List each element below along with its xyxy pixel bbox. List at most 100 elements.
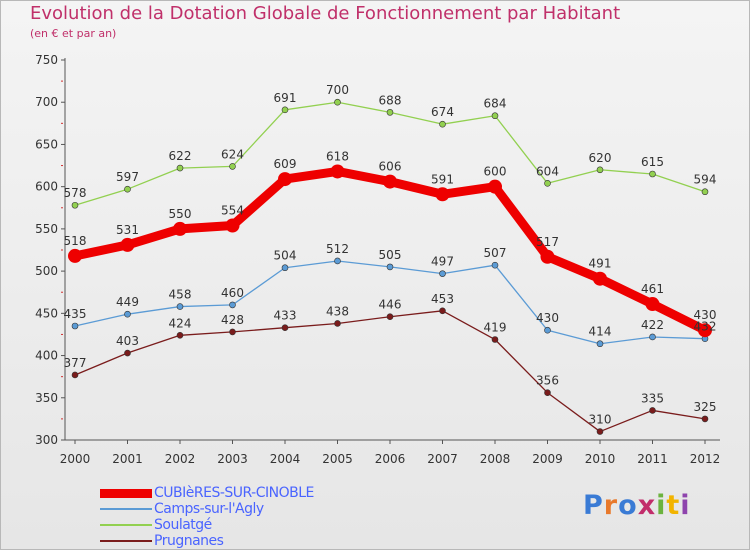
- data-label: 433: [274, 309, 297, 323]
- data-label: 604: [536, 164, 559, 178]
- data-point: [544, 326, 551, 334]
- data-point: [229, 163, 236, 170]
- chart-subtitle: (en € et par an): [30, 27, 117, 40]
- data-point: [68, 248, 82, 263]
- data-point: [649, 407, 656, 414]
- data-label: 460: [221, 286, 244, 300]
- data-label: 435: [64, 307, 87, 321]
- axes: 300 350 400 450 500 550 600 650 700 750 2000 2001 20…: [35, 53, 720, 466]
- data-label: 422: [641, 318, 664, 332]
- x-tick-label: 2003: [217, 452, 248, 466]
- data-point: [488, 179, 502, 194]
- data-point: [330, 164, 345, 179]
- y-tick-label: 700: [35, 95, 58, 109]
- data-point: [649, 170, 656, 178]
- data-label: 505: [379, 248, 402, 262]
- data-label: 497: [431, 255, 454, 269]
- y-tick-label: 500: [35, 264, 58, 278]
- data-point: [491, 112, 499, 120]
- data-label: 430: [536, 311, 559, 325]
- data-label: 310: [589, 413, 612, 427]
- data-label: 688: [379, 93, 402, 107]
- data-label: 691: [274, 91, 297, 105]
- data-label: 438: [326, 304, 349, 318]
- data-label: 600: [484, 165, 507, 179]
- x-tick-label: 2011: [637, 452, 668, 466]
- data-label: 518: [64, 234, 87, 248]
- data-point: [491, 336, 499, 343]
- data-point: [124, 310, 131, 318]
- data-point: [173, 221, 187, 236]
- y-tick-label: 450: [35, 306, 58, 320]
- data-point: [439, 307, 446, 315]
- series-layer: [68, 98, 712, 435]
- data-point: [701, 415, 709, 423]
- data-label: 700: [326, 83, 349, 97]
- legend-swatch: [100, 508, 152, 510]
- data-label: 620: [589, 151, 612, 165]
- data-label: 335: [641, 391, 664, 405]
- data-point: [439, 270, 446, 277]
- series-2: [71, 98, 709, 209]
- data-point: [383, 174, 397, 189]
- y-tick-label: 600: [35, 180, 58, 194]
- data-label: 606: [379, 160, 402, 174]
- series-0: [68, 164, 712, 338]
- x-tick-label: 2005: [322, 452, 353, 466]
- data-point: [540, 249, 555, 264]
- data-point: [71, 371, 79, 379]
- data-label: 414: [589, 325, 612, 339]
- data-point: [544, 179, 551, 187]
- data-label: 684: [484, 97, 507, 111]
- x-tick-label: 2004: [270, 452, 301, 466]
- data-point: [596, 166, 604, 174]
- data-label: 424: [169, 316, 192, 330]
- legend-label: Soulatgé: [154, 517, 212, 533]
- x-tick-label: 2008: [480, 452, 511, 466]
- data-point: [176, 303, 184, 310]
- x-tick-label: 2006: [375, 452, 406, 466]
- data-label: 531: [116, 223, 139, 237]
- y-tick-label: 400: [35, 349, 58, 363]
- legend-swatch: [100, 489, 152, 498]
- chart-title: Evolution de la Dotation Globale de Fonc…: [30, 3, 621, 24]
- data-point: [225, 218, 240, 233]
- data-label: 512: [326, 242, 349, 256]
- x-tick-label: 2007: [427, 452, 458, 466]
- data-label: 432: [694, 320, 717, 334]
- data-label: 403: [116, 334, 139, 348]
- legend-label: Prugnanes: [154, 533, 224, 549]
- data-point: [596, 428, 604, 435]
- x-tick-label: 2002: [165, 452, 196, 466]
- data-label: 591: [431, 172, 454, 186]
- data-point: [176, 164, 184, 172]
- data-point: [544, 389, 551, 397]
- data-point: [334, 320, 341, 327]
- data-point: [229, 301, 236, 309]
- data-point: [71, 201, 79, 209]
- data-label: 428: [221, 313, 244, 327]
- data-label: 458: [169, 288, 192, 302]
- x-tick-label: 2012: [690, 452, 721, 466]
- x-tick-label: 2000: [60, 452, 91, 466]
- data-label: 550: [169, 207, 192, 221]
- data-point: [71, 322, 79, 330]
- data-label: 449: [116, 295, 139, 309]
- legend-label: CUBIèRES-SUR-CINOBLE: [154, 485, 314, 501]
- series-3: [71, 307, 709, 435]
- y-tick-label: 750: [35, 53, 58, 67]
- data-label: 325: [694, 400, 717, 414]
- y-tick-label: 550: [35, 222, 58, 236]
- data-label: 594: [694, 173, 717, 187]
- data-label: 356: [536, 374, 559, 388]
- data-label: 674: [431, 105, 454, 119]
- data-point: [278, 172, 292, 187]
- data-label: 622: [169, 149, 192, 163]
- y-tick-label: 300: [35, 433, 58, 447]
- legend-swatch: [100, 524, 152, 526]
- data-point: [698, 323, 712, 338]
- data-point: [649, 333, 656, 341]
- proxiti-logo: Proxiti: [583, 490, 691, 521]
